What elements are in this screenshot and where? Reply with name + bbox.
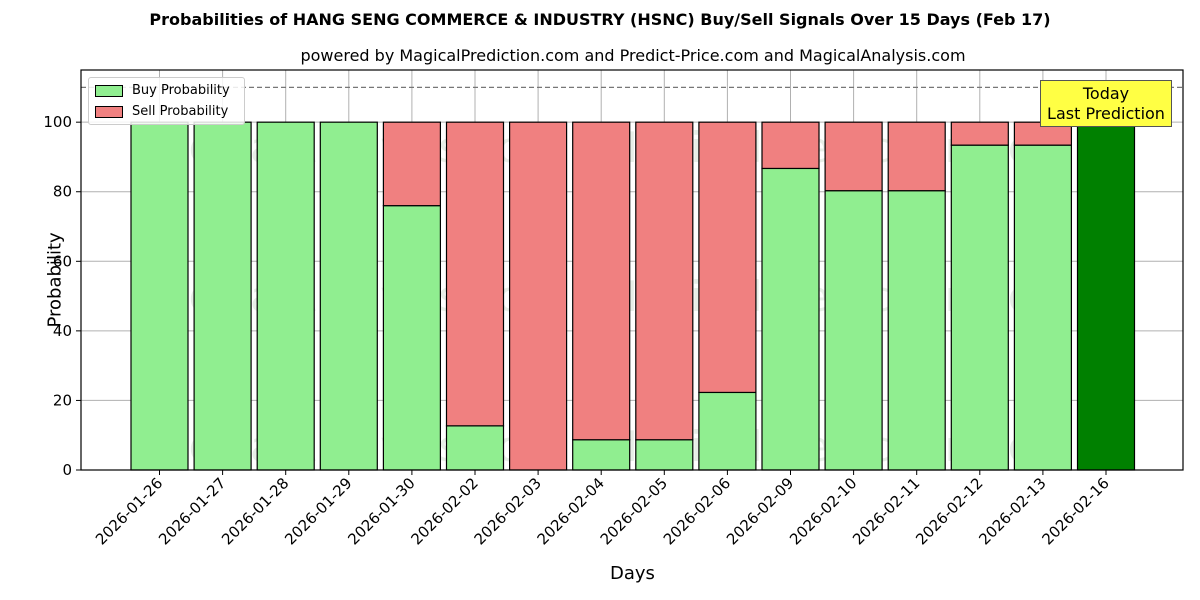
bar-buy [635,439,694,471]
bar-sell [950,121,1009,146]
bar-buy [698,391,757,471]
x-tick-label: 2026-02-09 [723,474,797,548]
x-tick-label: 2026-01-28 [218,474,292,548]
x-tick-label: 2026-01-30 [344,474,418,548]
axes-frame [80,69,1184,471]
y-axis-label: Probability [44,232,66,328]
last-prediction-label: Last Prediction [1047,104,1165,123]
legend: Buy Probability Sell Probability [88,77,245,125]
x-tick-label: 2026-02-12 [912,474,986,548]
y-tick-label: 60 [53,252,72,270]
today-label: Today [1082,84,1130,103]
x-tick-label: 2026-02-11 [849,474,923,548]
bar-sell [445,121,505,427]
y-tick-label: 20 [53,391,72,409]
x-axis-label: Days [610,563,655,584]
bar-buy [193,121,252,471]
y-tick-label: 40 [53,322,72,340]
bar-sell [887,121,946,192]
x-tick-label: 2026-02-10 [786,474,860,548]
chart-subtitle: powered by MagicalPrediction.com and Pre… [300,46,966,65]
bar-buy [445,425,505,471]
legend-label-sell: Sell Probability [132,104,229,119]
bar-sell [824,121,883,192]
bar-buy [761,167,820,471]
bar-sell [761,121,820,170]
x-tick-label: 2026-02-05 [597,474,671,548]
chart-title: Probabilities of HANG SENG COMMERCE & IN… [149,10,1051,29]
x-tick-label: 2026-01-26 [92,474,166,548]
bar-sell [572,121,631,441]
bar-buy [319,121,378,471]
legend-label-buy: Buy Probability [132,83,230,98]
bar-buy [382,205,441,471]
x-tick-label: 2026-02-06 [660,474,734,548]
bar-buy [572,439,631,471]
bar-sell [698,121,757,394]
bar-buy [824,190,883,471]
y-tick-label: 80 [53,183,72,201]
today-annotation: Today Last Prediction [1040,80,1172,127]
bar-buy [256,121,315,471]
bar-sell [509,121,568,471]
bar-buy [1013,144,1073,471]
bar-sell [382,121,441,207]
legend-item-buy: Buy Probability [95,83,230,98]
y-tick-label: 100 [43,113,72,131]
x-tick-label: 2026-02-02 [407,474,481,548]
bar-sell [635,121,694,441]
legend-item-sell: Sell Probability [95,104,228,119]
bar-buy [130,121,189,471]
y-tick-label: 0 [62,461,72,479]
legend-swatch-sell [95,105,123,118]
bar-buy [1076,121,1136,471]
x-tick-label: 2026-02-04 [534,474,608,548]
x-tick-label: 2026-02-13 [975,474,1049,548]
legend-swatch-buy [95,84,123,97]
x-tick-label: 2026-02-03 [471,474,545,548]
bar-buy [950,144,1009,471]
bar-buy [887,190,946,471]
x-tick-label: 2026-01-27 [155,474,229,548]
x-tick-label: 2026-01-29 [281,474,355,548]
x-tick-label: 2026-02-16 [1038,474,1112,548]
